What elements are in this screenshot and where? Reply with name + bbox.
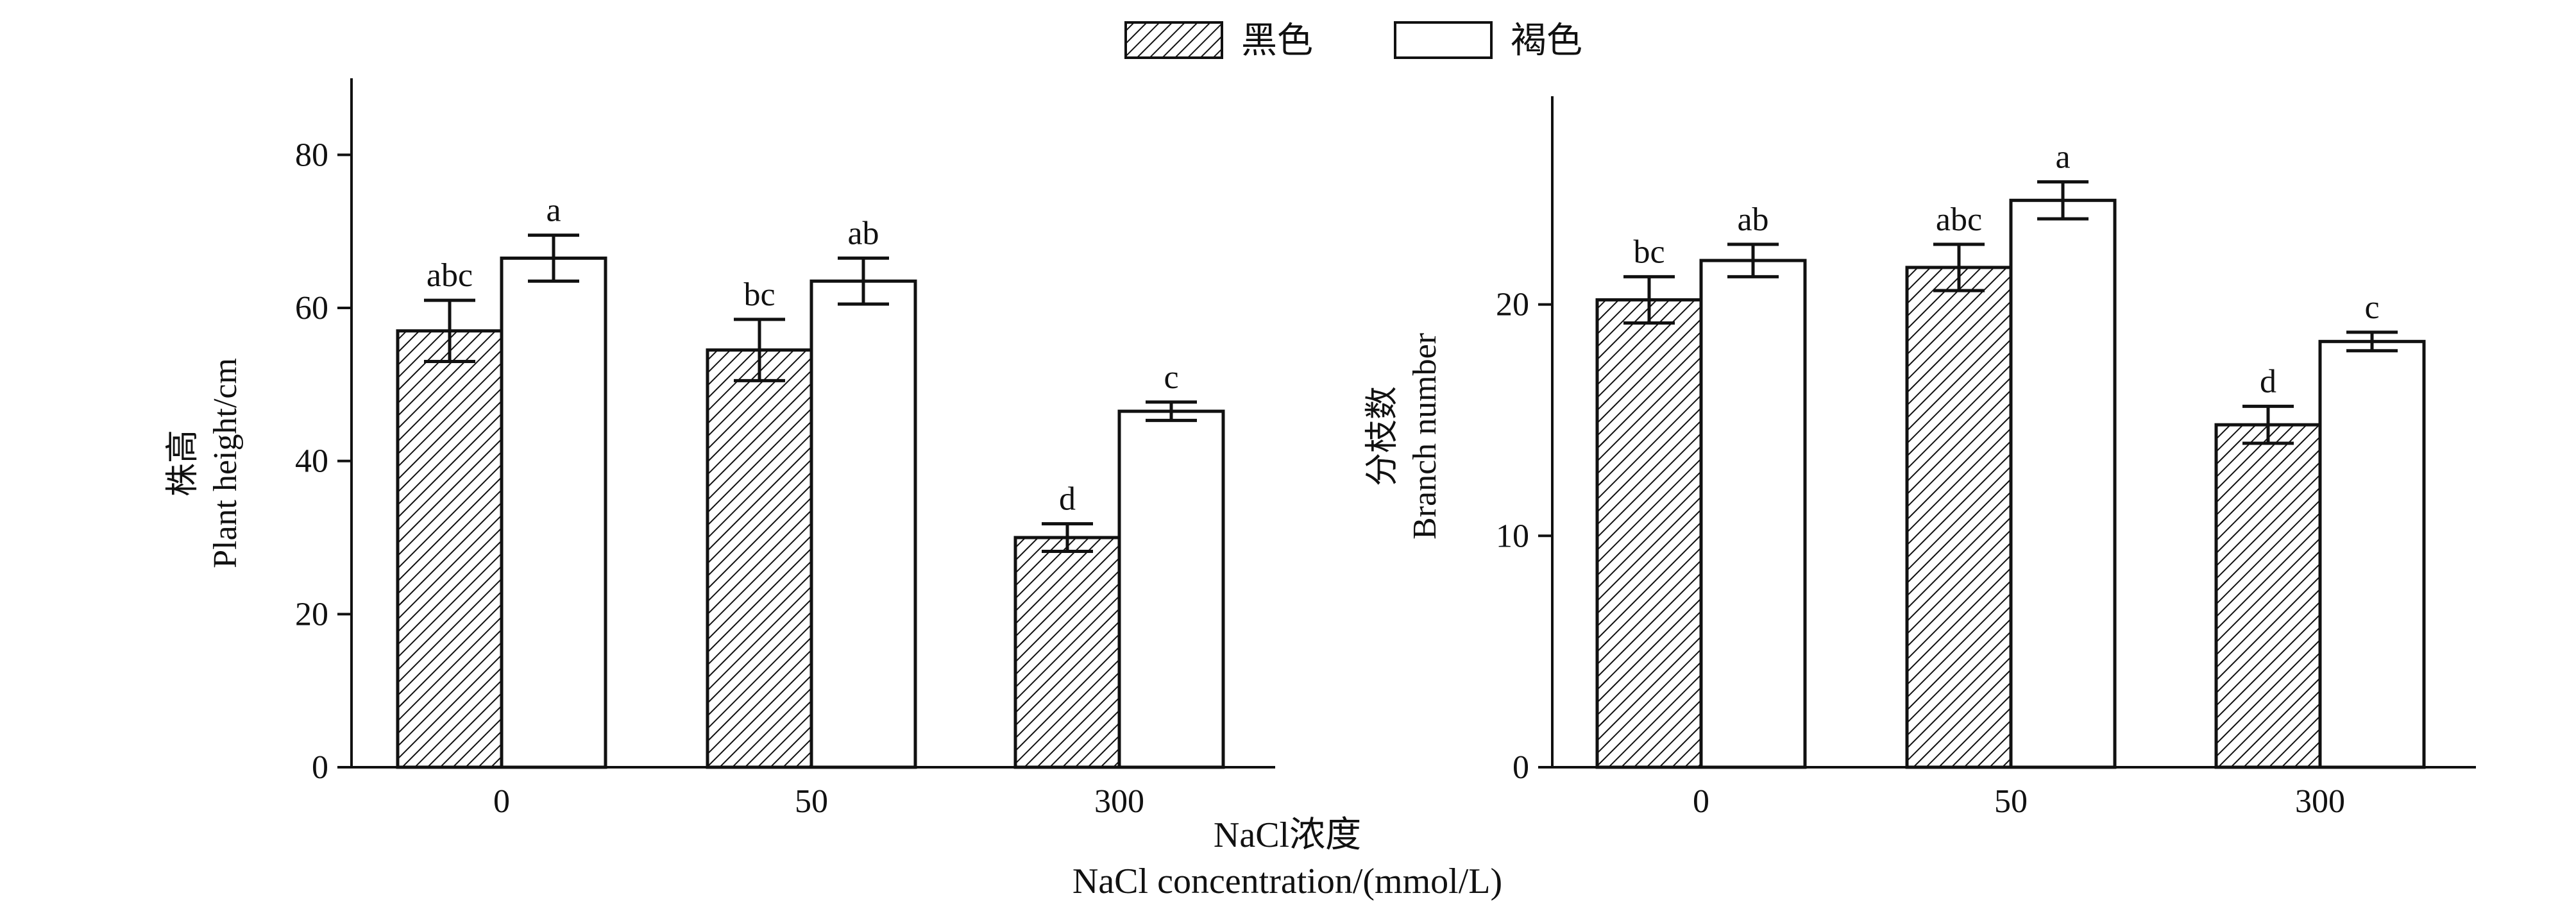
- right-error-bar: [1727, 242, 1779, 278]
- left-bar-series-1: [706, 348, 813, 769]
- legend-swatch-open: [1394, 21, 1493, 59]
- left-y-axis-title-cn: 株高: [165, 430, 201, 497]
- left-significance-letter: ab: [847, 215, 879, 251]
- right-y-axis-title: 分枝数 Branch number: [1364, 333, 1443, 539]
- left-error-bar: [1146, 400, 1197, 422]
- right-significance-letter: a: [2055, 139, 2070, 175]
- left-significance-letter: d: [1059, 481, 1076, 518]
- right-x-tick-label: 0: [1693, 783, 1709, 820]
- right-y-tick-label: 20: [1496, 287, 1529, 323]
- right-error-bar: [2346, 330, 2398, 353]
- left-significance-letter: bc: [743, 276, 775, 313]
- right-significance-letter: abc: [1936, 201, 1982, 238]
- left-bar-series-1: [1013, 536, 1121, 769]
- left-y-axis-title: 株高 Plant height/cm: [165, 358, 244, 568]
- left-error-bar: [424, 298, 475, 364]
- right-y-axis-title-en: Branch number: [1407, 333, 1443, 539]
- right-bar-series-1: [1595, 298, 1703, 769]
- left-y-tick-label: 0: [312, 749, 328, 786]
- right-error-bar: [1933, 242, 1985, 293]
- legend: 黑色 褐色: [1124, 21, 1582, 61]
- left-y-axis-title-en: Plant height/cm: [207, 358, 244, 568]
- right-y-tick-label: 10: [1496, 518, 1529, 554]
- left-y-tick-label: 20: [295, 596, 328, 633]
- right-error-bar: [1623, 275, 1675, 325]
- left-y-tick-label: 60: [295, 290, 328, 327]
- right-bar-series-2: [2009, 198, 2117, 769]
- left-bar-series-2: [1117, 409, 1225, 769]
- left-x-tick-label: 50: [795, 783, 828, 820]
- legend-swatch-hatch: [1124, 21, 1223, 59]
- left-x-tick-label: 0: [493, 783, 510, 820]
- x-axis-title-cn: NaCl浓度: [1214, 815, 1361, 855]
- right-bar-series-1: [1905, 266, 2013, 769]
- left-bar-series-2: [809, 279, 917, 769]
- left-bar-series-2: [500, 256, 607, 769]
- left-bar-series-1: [396, 329, 504, 769]
- left-significance-letter: c: [1164, 359, 1178, 396]
- right-significance-letter: bc: [1633, 234, 1665, 270]
- left-error-bar: [734, 318, 785, 382]
- right-y-tick-label: 0: [1513, 749, 1529, 786]
- right-bar-series-2: [1699, 259, 1807, 769]
- right-significance-letter: ab: [1737, 201, 1768, 238]
- right-bar-series-2: [2318, 339, 2426, 769]
- chart-branch-number: 分枝数 Branch number 0 10 20 0 50 300 bc abc d ab a c: [1364, 96, 2476, 820]
- right-y-axis-title-cn: 分枝数: [1364, 386, 1401, 486]
- right-significance-letter: c: [2364, 289, 2379, 326]
- left-error-bar: [838, 256, 889, 306]
- right-x-tick-label: 50: [1994, 783, 2028, 820]
- left-significance-letter: a: [546, 192, 561, 229]
- right-error-bar: [2242, 404, 2294, 445]
- right-bar-series-1: [2214, 423, 2322, 769]
- left-y-tick-label: 40: [295, 443, 328, 480]
- legend-label-series-1: 黑色: [1241, 21, 1313, 61]
- x-axis-title-en: NaCl concentration/(mmol/L): [1072, 862, 1502, 901]
- left-error-bar: [1042, 522, 1093, 553]
- legend-label-series-2: 褐色: [1511, 21, 1582, 61]
- left-y-tick-label: 80: [295, 137, 328, 173]
- right-x-tick-label: 300: [2295, 783, 2345, 820]
- right-significance-letter: d: [2260, 363, 2276, 400]
- right-error-bar: [2037, 180, 2089, 221]
- left-significance-letter: abc: [427, 257, 473, 294]
- left-x-tick-label: 300: [1094, 783, 1144, 820]
- left-error-bar: [528, 234, 579, 283]
